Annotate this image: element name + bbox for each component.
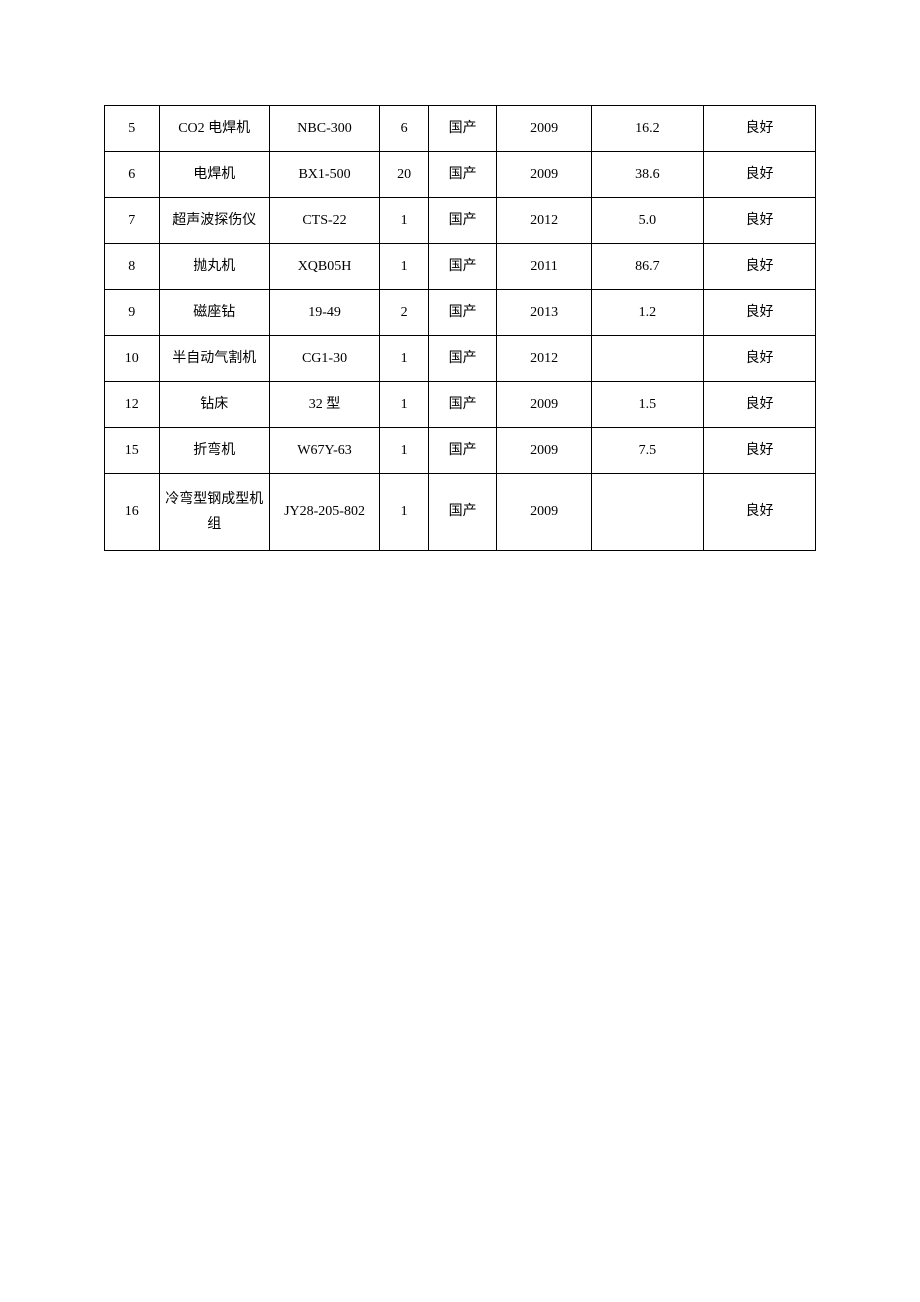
cell-value: 7.5 (591, 428, 703, 474)
cell-name: 电焊机 (159, 152, 269, 198)
cell-model: CTS-22 (269, 198, 379, 244)
cell-status: 良好 (703, 198, 815, 244)
cell-index: 10 (105, 336, 160, 382)
table-row: 9 磁座钻 19-49 2 国产 2013 1.2 良好 (105, 290, 816, 336)
cell-value: 5.0 (591, 198, 703, 244)
cell-model: W67Y-63 (269, 428, 379, 474)
cell-origin: 国产 (428, 428, 496, 474)
cell-index: 9 (105, 290, 160, 336)
cell-qty: 1 (380, 428, 429, 474)
cell-status: 良好 (703, 428, 815, 474)
cell-value (591, 336, 703, 382)
cell-model: JY28-205-802 (269, 474, 379, 551)
cell-model: XQB05H (269, 244, 379, 290)
cell-status: 良好 (703, 382, 815, 428)
cell-origin: 国产 (428, 336, 496, 382)
cell-name: 冷弯型钢成型机组 (159, 474, 269, 551)
cell-index: 6 (105, 152, 160, 198)
cell-qty: 1 (380, 382, 429, 428)
cell-index: 7 (105, 198, 160, 244)
cell-status: 良好 (703, 244, 815, 290)
table-row: 5 CO2 电焊机 NBC-300 6 国产 2009 16.2 良好 (105, 106, 816, 152)
table-row: 15 折弯机 W67Y-63 1 国产 2009 7.5 良好 (105, 428, 816, 474)
table-row: 16 冷弯型钢成型机组 JY28-205-802 1 国产 2009 良好 (105, 474, 816, 551)
cell-origin: 国产 (428, 382, 496, 428)
cell-origin: 国产 (428, 106, 496, 152)
cell-status: 良好 (703, 474, 815, 551)
cell-name: 超声波探伤仪 (159, 198, 269, 244)
cell-value: 1.2 (591, 290, 703, 336)
cell-status: 良好 (703, 336, 815, 382)
cell-year: 2012 (497, 336, 591, 382)
cell-origin: 国产 (428, 152, 496, 198)
cell-index: 15 (105, 428, 160, 474)
cell-value: 38.6 (591, 152, 703, 198)
cell-model: 32 型 (269, 382, 379, 428)
cell-value: 86.7 (591, 244, 703, 290)
equipment-table: 5 CO2 电焊机 NBC-300 6 国产 2009 16.2 良好 6 电焊… (104, 105, 816, 551)
table-row: 7 超声波探伤仪 CTS-22 1 国产 2012 5.0 良好 (105, 198, 816, 244)
document-page: 5 CO2 电焊机 NBC-300 6 国产 2009 16.2 良好 6 电焊… (0, 0, 920, 551)
cell-value (591, 474, 703, 551)
cell-qty: 1 (380, 244, 429, 290)
cell-model: NBC-300 (269, 106, 379, 152)
cell-year: 2009 (497, 474, 591, 551)
cell-name: 钻床 (159, 382, 269, 428)
cell-origin: 国产 (428, 474, 496, 551)
cell-qty: 6 (380, 106, 429, 152)
cell-index: 16 (105, 474, 160, 551)
cell-status: 良好 (703, 290, 815, 336)
cell-qty: 1 (380, 474, 429, 551)
cell-qty: 2 (380, 290, 429, 336)
cell-year: 2011 (497, 244, 591, 290)
cell-index: 5 (105, 106, 160, 152)
cell-value: 16.2 (591, 106, 703, 152)
cell-origin: 国产 (428, 244, 496, 290)
cell-model: CG1-30 (269, 336, 379, 382)
cell-year: 2012 (497, 198, 591, 244)
table-row: 12 钻床 32 型 1 国产 2009 1.5 良好 (105, 382, 816, 428)
cell-status: 良好 (703, 106, 815, 152)
cell-value: 1.5 (591, 382, 703, 428)
cell-qty: 20 (380, 152, 429, 198)
cell-name: 抛丸机 (159, 244, 269, 290)
cell-model: BX1-500 (269, 152, 379, 198)
cell-year: 2013 (497, 290, 591, 336)
cell-year: 2009 (497, 428, 591, 474)
cell-origin: 国产 (428, 290, 496, 336)
cell-name: 磁座钻 (159, 290, 269, 336)
cell-model: 19-49 (269, 290, 379, 336)
cell-year: 2009 (497, 382, 591, 428)
cell-name: CO2 电焊机 (159, 106, 269, 152)
cell-name: 折弯机 (159, 428, 269, 474)
cell-index: 12 (105, 382, 160, 428)
table-row: 8 抛丸机 XQB05H 1 国产 2011 86.7 良好 (105, 244, 816, 290)
cell-year: 2009 (497, 106, 591, 152)
cell-year: 2009 (497, 152, 591, 198)
table-row: 6 电焊机 BX1-500 20 国产 2009 38.6 良好 (105, 152, 816, 198)
table-body: 5 CO2 电焊机 NBC-300 6 国产 2009 16.2 良好 6 电焊… (105, 106, 816, 551)
cell-index: 8 (105, 244, 160, 290)
cell-status: 良好 (703, 152, 815, 198)
table-row: 10 半自动气割机 CG1-30 1 国产 2012 良好 (105, 336, 816, 382)
cell-qty: 1 (380, 198, 429, 244)
cell-name: 半自动气割机 (159, 336, 269, 382)
cell-origin: 国产 (428, 198, 496, 244)
cell-qty: 1 (380, 336, 429, 382)
